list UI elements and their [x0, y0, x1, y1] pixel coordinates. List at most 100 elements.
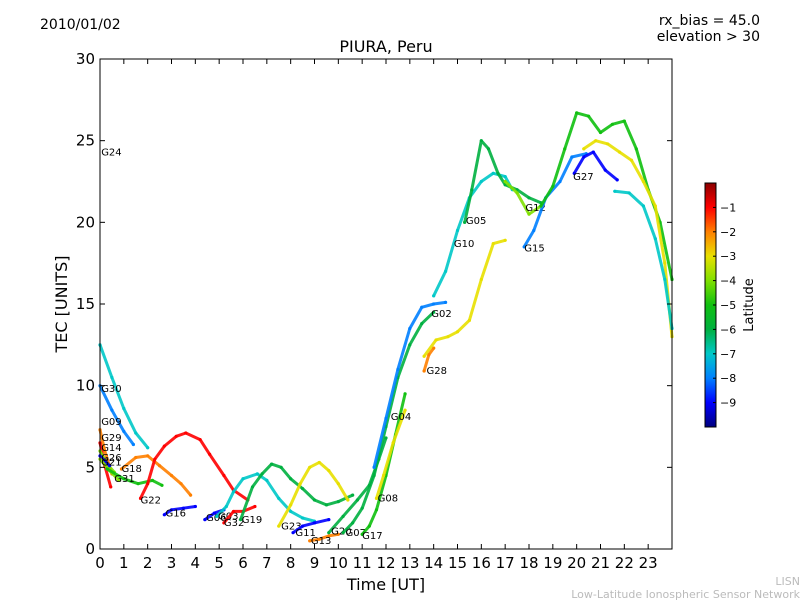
- data-point-g11-0: [291, 531, 295, 535]
- data-point-g18-0: [119, 467, 124, 471]
- x-tick-label-5: 5: [214, 554, 224, 572]
- data-point-g07-0: [341, 531, 345, 535]
- data-point-g02-2: [446, 335, 450, 339]
- data-point-g25-4: [629, 158, 634, 162]
- data-point-g18-6: [188, 493, 193, 497]
- data-point-g02-4: [467, 318, 472, 322]
- data-point-g05-1: [470, 188, 474, 192]
- series-label-g09: G09: [101, 417, 121, 428]
- data-point-g02-7: [503, 238, 507, 242]
- data-point-g28b-0: [613, 189, 617, 193]
- data-point-g22-1: [146, 482, 150, 486]
- x-tick-label-20: 20: [567, 554, 586, 572]
- colorbar-tick-label-6: −6: [720, 323, 736, 336]
- data-point-g07-3: [372, 473, 376, 478]
- data-point-g19-0: [239, 518, 243, 522]
- data-point-g31-3: [150, 478, 155, 482]
- data-point-g23-4: [317, 460, 321, 465]
- data-point-g22-0: [138, 496, 143, 500]
- colorbar-tick-label-4: −4: [720, 275, 736, 288]
- data-point-g15-1: [532, 228, 536, 233]
- data-point-g24-1: [110, 375, 114, 380]
- colorbar-tick-label-9: −9: [720, 397, 736, 410]
- data-point-g03-7: [289, 509, 293, 514]
- series-label-g19: G19: [242, 515, 262, 526]
- data-point-g02-5: [479, 277, 483, 282]
- colorbar-label: Latitude: [742, 278, 757, 332]
- data-point-g08-3: [403, 408, 407, 412]
- data-point-g17-1: [367, 524, 371, 528]
- data-point-g19-1: [250, 485, 255, 489]
- data-point-g16-0: [162, 513, 166, 517]
- data-point-g31-4: [160, 483, 164, 487]
- data-point-g06-1: [212, 511, 216, 515]
- data-point-g18-2: [146, 454, 150, 458]
- data-point-g19-3: [270, 462, 274, 466]
- series-label-g24: G24: [101, 147, 121, 158]
- data-point-g02-3: [455, 330, 460, 334]
- data-point-g22-2: [153, 457, 157, 461]
- data-point-g04-6: [443, 300, 448, 304]
- chart-title: PIURA, Peru: [339, 37, 433, 56]
- data-point-g07-7: [420, 322, 424, 326]
- series-line-g15: [522, 152, 588, 249]
- y-tick-label-5: 5: [85, 458, 95, 476]
- series-label-g28: G28: [427, 366, 447, 377]
- data-point-g19-7: [312, 498, 317, 502]
- data-point-g20-1: [341, 514, 345, 518]
- data-point-g23-6: [336, 482, 340, 486]
- y-tick-label-20: 20: [76, 213, 95, 231]
- x-tick-label-17: 17: [496, 554, 515, 572]
- data-point-g19-4: [279, 465, 283, 469]
- data-point-g13-2: [327, 534, 331, 538]
- data-point-g06-0: [203, 518, 207, 522]
- data-point-g03-4: [255, 472, 259, 476]
- data-point-g32-3: [253, 504, 257, 509]
- data-point-g04-3: [408, 326, 412, 331]
- data-point-g26-2: [107, 464, 112, 468]
- series-label-g08: G08: [378, 494, 398, 505]
- series-line-g32: [222, 505, 257, 525]
- data-point-g10-6: [503, 175, 507, 179]
- data-point-g01-7: [622, 119, 626, 123]
- x-tick-label-2: 2: [143, 554, 153, 572]
- data-point-g10-4: [479, 179, 483, 184]
- data-point-g07-1: [351, 521, 355, 525]
- y-tick-label-0: 0: [85, 540, 95, 558]
- data-point-g19-2: [260, 472, 264, 476]
- data-point-g18-1: [134, 455, 138, 460]
- data-point-g05-4: [496, 171, 500, 175]
- colorbar-tick-label-3: −3: [720, 250, 736, 263]
- data-point-g01-0: [539, 204, 543, 208]
- data-point-g02-0: [422, 354, 426, 358]
- data-point-g25-6: [653, 204, 657, 208]
- series-label-g02: G02: [431, 309, 451, 320]
- colorbar-tick-label-5: −5: [720, 299, 736, 312]
- data-point-g17-5: [403, 392, 407, 396]
- x-tick-label-15: 15: [448, 554, 467, 572]
- data-point-g20-5: [384, 436, 388, 440]
- data-point-g17-2: [374, 508, 379, 512]
- series-label-g18: G18: [121, 464, 141, 475]
- data-point-g28-0: [422, 369, 426, 373]
- data-point-g29-2: [109, 485, 113, 489]
- data-point-g07-8: [432, 310, 436, 314]
- x-tick-label-22: 22: [615, 554, 634, 572]
- data-point-g01-8: [634, 147, 638, 151]
- data-point-g11-1: [300, 524, 305, 528]
- data-point-g28b-4: [663, 277, 667, 282]
- data-point-g30-1: [110, 408, 114, 412]
- x-tick-label-18: 18: [519, 554, 538, 572]
- series-line-g13: [308, 532, 340, 543]
- x-tick-label-11: 11: [353, 554, 372, 572]
- data-point-g27-0: [572, 171, 576, 175]
- data-point-g18-3: [157, 464, 162, 468]
- data-point-g27-1: [582, 155, 586, 159]
- data-point-g03-3: [241, 477, 245, 481]
- data-point-g07-6: [408, 343, 412, 347]
- data-point-g04-2: [396, 367, 400, 371]
- data-point-g07-2: [360, 506, 364, 510]
- x-tick-label-12: 12: [376, 554, 395, 572]
- data-point-g03-8: [300, 516, 305, 520]
- series-label-g11: G11: [295, 528, 315, 539]
